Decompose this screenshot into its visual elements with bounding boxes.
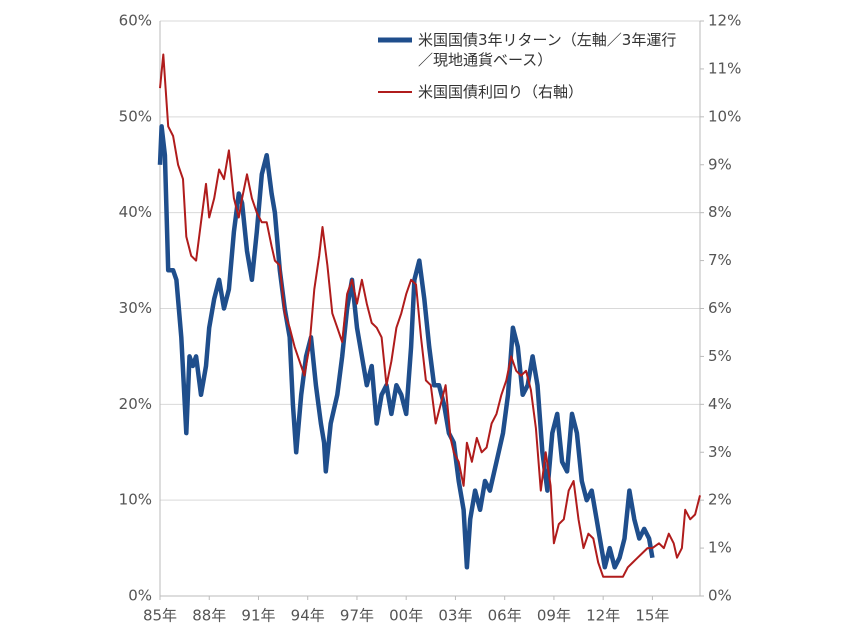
- x-tick-label: 15年: [635, 607, 669, 625]
- y2-tick-label: 11%: [708, 59, 741, 77]
- legend-label: 米国国債3年リターン（左軸／3年運行／現地通貨ベース）: [418, 31, 677, 69]
- y-tick-label: 20%: [119, 395, 152, 413]
- y2-tick-label: 7%: [708, 251, 732, 269]
- y2-tick-label: 12%: [708, 12, 741, 30]
- x-tick-label: 03年: [438, 607, 472, 625]
- series-line: [157, 124, 655, 570]
- x-tick-label: 06年: [488, 607, 522, 625]
- y-tick-label: 10%: [119, 491, 152, 509]
- y2-tick-label: 5%: [708, 347, 732, 365]
- x-tick-label: 85年: [143, 607, 177, 625]
- y-tick-label: 0%: [128, 587, 152, 605]
- y-tick-label: 40%: [119, 203, 152, 221]
- y2-tick-label: 10%: [708, 107, 741, 125]
- x-tick-label: 00年: [389, 607, 423, 625]
- series-line: [159, 53, 701, 578]
- y2-tick-label: 4%: [708, 395, 732, 413]
- legend-label: 米国国債利回り（右軸）: [418, 83, 584, 101]
- y2-tick-label: 8%: [708, 203, 732, 221]
- y2-tick-label: 3%: [708, 443, 732, 461]
- x-tick-label: 91年: [241, 607, 275, 625]
- x-tick-label: 09年: [537, 607, 571, 625]
- y2-tick-label: 2%: [708, 491, 732, 509]
- y-tick-label: 30%: [119, 299, 152, 317]
- y2-tick-label: 1%: [708, 539, 732, 557]
- x-tick-label: 88年: [192, 607, 226, 625]
- y2-tick-label: 0%: [708, 587, 732, 605]
- x-tick-label: 97年: [340, 607, 374, 625]
- y-tick-label: 60%: [119, 12, 152, 30]
- y2-tick-label: 6%: [708, 299, 732, 317]
- y2-tick-label: 9%: [708, 155, 732, 173]
- x-tick-label: 12年: [586, 607, 620, 625]
- x-tick-label: 94年: [291, 607, 325, 625]
- y-tick-label: 50%: [119, 107, 152, 125]
